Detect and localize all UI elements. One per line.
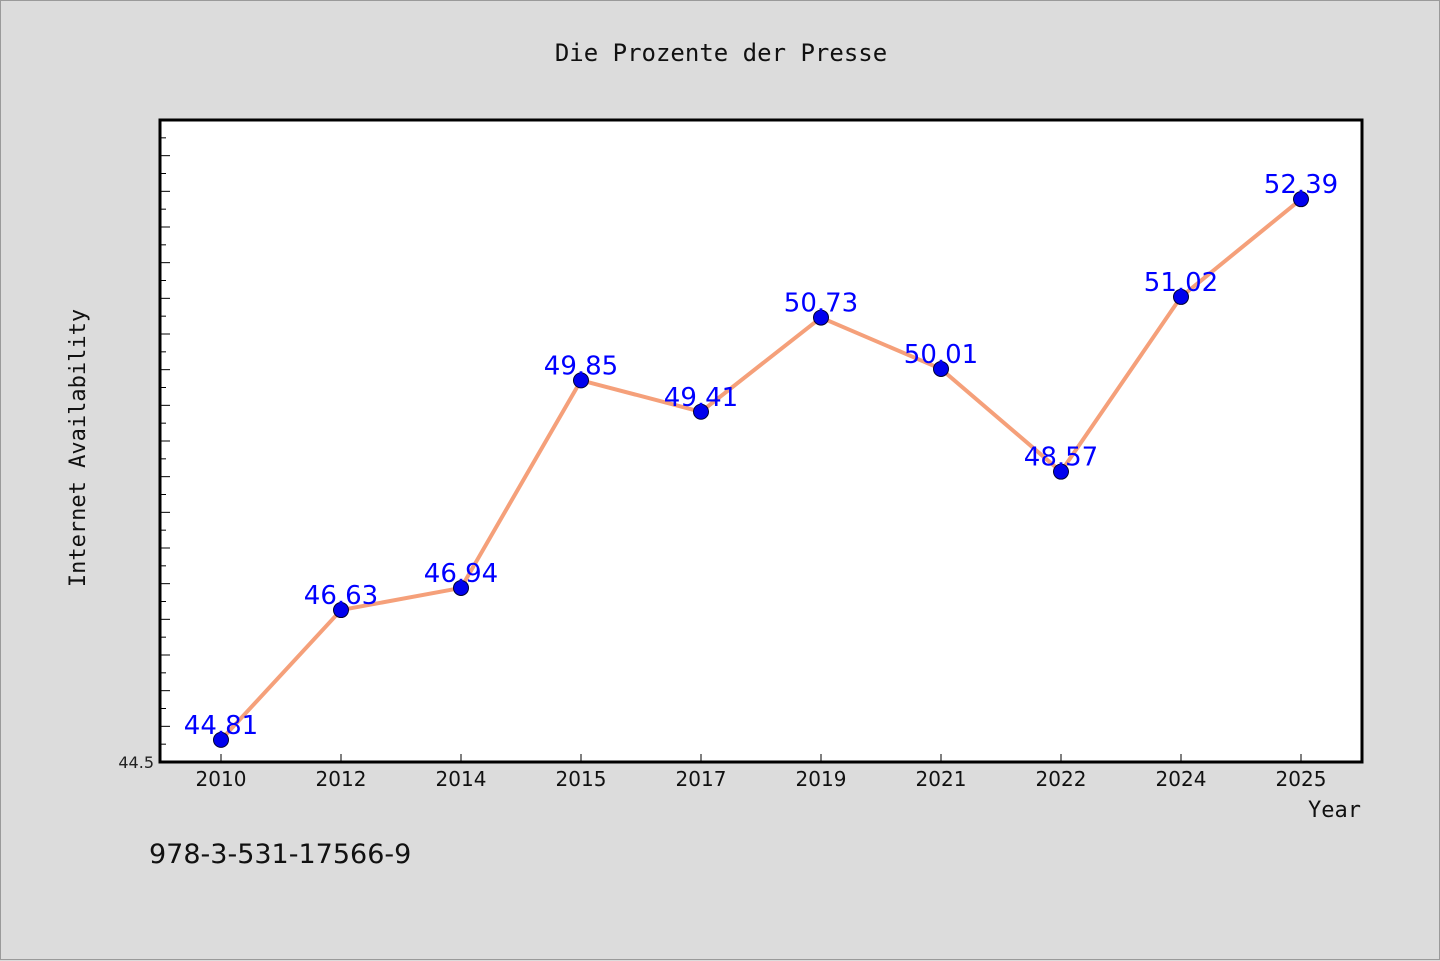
plot-area [158,118,1364,764]
x-tick-label: 2019 [796,767,847,791]
data-point [1293,191,1309,208]
x-axis-label: Year [1308,798,1361,823]
x-tick-label: 2017 [676,767,727,791]
data-label: 46.63 [304,581,378,611]
data-point [813,309,829,326]
x-tick-label: 2021 [916,767,967,791]
x-tick-label: 2024 [1156,767,1207,791]
x-tick-label: 2012 [316,767,367,791]
series-line [219,197,1303,742]
data-label: 49.41 [664,383,738,413]
data-point [213,731,229,748]
data-point [333,602,349,619]
data-point [1053,463,1069,480]
x-tick-label: 2022 [1036,767,1087,791]
x-axis: 2010 2012 2014 2015 2017 2019 2021 2022 2024 2025 [196,754,1327,791]
series-layer: 44.81 46.63 46.94 49.85 49.41 50.73 50.01 48.57… [184,170,1338,748]
isbn-label: 978-3-531-17566-9 [149,839,411,870]
data-label: 50.01 [904,340,978,370]
data-point [933,360,949,377]
data-point [573,372,589,389]
x-tick-label: 2015 [556,767,607,791]
y-axis-label: Internet Availability [66,309,91,587]
data-label: 46.94 [424,559,498,589]
data-label: 50.73 [784,289,858,319]
y-axis-ticks [160,119,170,763]
data-label: 52.39 [1264,170,1338,200]
data-label: 51.02 [1144,268,1218,298]
data-label: 49.85 [544,351,618,381]
y-tick-label: 44.5 [118,753,154,772]
x-tick-label: 2010 [196,767,247,791]
chart-title: Die Prozente der Presse [555,39,887,67]
data-label: 48.57 [1024,443,1098,473]
data-point [693,403,709,420]
data-point [1173,288,1189,305]
data-label: 44.81 [184,711,258,741]
data-point [453,579,469,596]
x-tick-label: 2025 [1276,767,1327,791]
x-tick-label: 2014 [436,767,487,791]
